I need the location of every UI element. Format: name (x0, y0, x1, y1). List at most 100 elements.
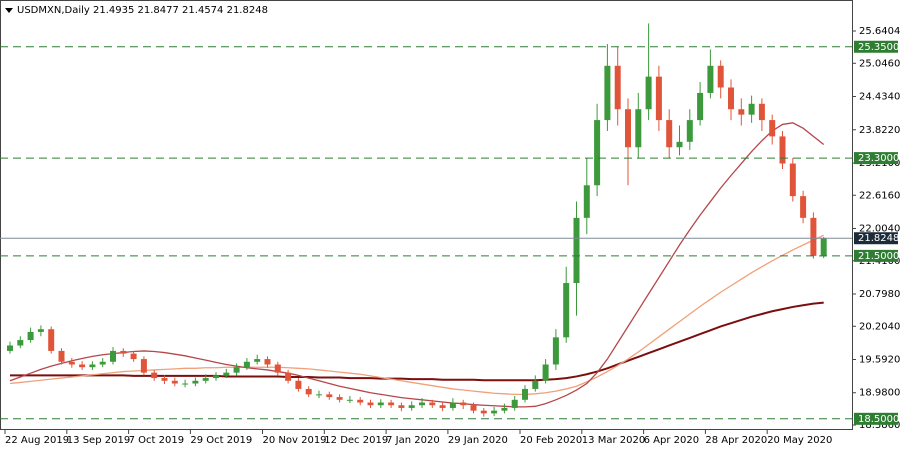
candle-body (110, 350, 116, 362)
y-tick-label: 25.0460 (859, 58, 900, 69)
candle-body (151, 372, 158, 379)
candle-body (17, 340, 24, 346)
current-price-label: 21.8248 (858, 233, 899, 244)
x-tick-label: 6 Apr 2020 (644, 435, 699, 446)
y-tick-label: 22.6160 (859, 190, 900, 201)
x-tick-label: 13 Sep 2019 (67, 435, 130, 446)
moving-average (9, 122, 825, 408)
menu-arrow (5, 8, 13, 13)
level-label-box (854, 40, 898, 53)
candle-body (460, 402, 467, 406)
candle-body (79, 364, 86, 368)
level-label: 25.3500 (858, 42, 899, 53)
x-tick-label: 20 Nov 2019 (263, 435, 327, 446)
x-tick-label: 20 May 2020 (767, 435, 832, 446)
candle-body (346, 399, 353, 401)
candle-body (58, 350, 65, 362)
level-label-box (854, 249, 898, 262)
x-tick-label: 29 Jan 2020 (448, 435, 508, 446)
candle-body (686, 120, 693, 142)
candle-body (254, 359, 261, 362)
candle-body (738, 109, 745, 115)
candle-body (728, 87, 734, 110)
candle-body (614, 65, 621, 110)
y-tick-label: 23.8220 (859, 125, 900, 136)
candle-body (594, 120, 601, 186)
y-tick-label: 20.2040 (859, 321, 900, 332)
x-tick-label: 13 Mar 2020 (582, 435, 645, 446)
x-tick-label: 22 Aug 2019 (5, 435, 69, 446)
candle-body (223, 372, 230, 376)
candle-body (655, 76, 662, 121)
candle-body (563, 283, 570, 338)
candle-body (171, 380, 178, 384)
x-tick-label: 12 Dec 2019 (324, 435, 388, 446)
y-tick-label: 22.0040 (859, 223, 900, 234)
candle-body (295, 380, 302, 389)
candle-body (182, 383, 189, 385)
candle-body (511, 399, 518, 408)
candle-body (377, 402, 384, 406)
candle-body (305, 388, 312, 395)
candle-body (202, 378, 209, 381)
candle-body (367, 402, 374, 406)
candle-body (429, 402, 436, 406)
plot-frame (0, 0, 853, 430)
candle-body (573, 217, 580, 284)
y-tick-label: 18.9800 (859, 388, 900, 399)
candle-body (357, 399, 364, 403)
candle-body (635, 109, 642, 148)
y-tick-label: 20.7980 (859, 289, 900, 300)
candle-body (99, 361, 106, 365)
candle-body (491, 410, 498, 414)
candle-body (243, 361, 250, 368)
current-price-box (854, 232, 898, 245)
candle-body (140, 359, 147, 373)
candle-body (161, 378, 168, 381)
candle-body (769, 120, 776, 137)
candle-body (7, 345, 13, 351)
candle-body (398, 405, 405, 408)
level-label-box (854, 152, 898, 165)
candle-body (274, 364, 281, 373)
candle-body (120, 350, 127, 354)
candle-body (820, 238, 827, 257)
candle-body (583, 185, 590, 218)
candle-body (233, 367, 240, 373)
y-tick-label: 24.4340 (859, 92, 900, 103)
candle-body (697, 92, 704, 121)
candle-body (470, 405, 477, 411)
candle-body (480, 410, 487, 414)
candle-body (48, 329, 55, 351)
candle-body (717, 65, 724, 88)
candle-body (449, 402, 456, 408)
candle-body (89, 364, 96, 368)
candle-body (532, 380, 539, 389)
candle-body (542, 364, 549, 381)
candle-body (439, 405, 446, 408)
candle-body (810, 217, 817, 256)
level-label: 23.3000 (858, 153, 899, 164)
candle-body (37, 329, 44, 332)
moving-average (10, 301, 824, 382)
x-tick-label: 29 Oct 2019 (190, 435, 252, 446)
candle-body (501, 407, 508, 411)
candle-body (522, 388, 528, 400)
chart-title: USDMXN,Daily 21.4935 21.8477 21.4574 21.… (17, 5, 268, 16)
level-label: 21.5000 (858, 251, 899, 262)
candle-body (748, 103, 755, 115)
level-label-box (854, 412, 898, 425)
y-tick-label: 25.6404 (859, 26, 900, 37)
candle-body (779, 136, 786, 164)
candle-body (800, 196, 807, 218)
candle-body (27, 331, 34, 341)
candle-body (552, 337, 559, 365)
y-tick-label: 19.5920 (859, 355, 900, 366)
candle-body (336, 397, 343, 400)
x-tick-label: 7 Oct 2019 (129, 435, 184, 446)
candle-body (645, 76, 652, 110)
candle-body (419, 402, 425, 406)
candle-body (285, 372, 292, 381)
